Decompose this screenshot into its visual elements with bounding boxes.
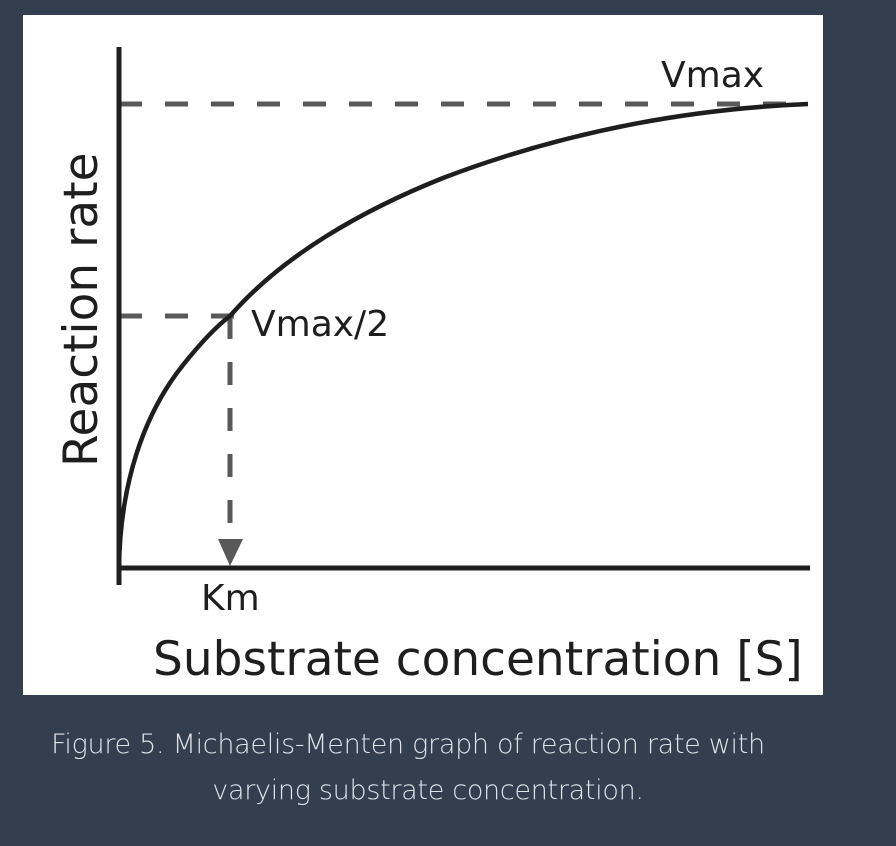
vmax-label: Vmax <box>661 55 764 96</box>
figure-caption: Figure 5. Michaelis-Menten graph of reac… <box>0 722 856 814</box>
caption-line-1: Figure 5. Michaelis-Menten graph of reac… <box>51 729 765 760</box>
x-axis-label: Substrate concentration [S] <box>153 632 803 687</box>
vmax-half-label: Vmax/2 <box>251 304 389 345</box>
y-axis-label: Reaction rate <box>54 152 109 467</box>
rate-curve <box>116 101 809 569</box>
caption-line-2: varying substrate concentration. <box>212 775 644 806</box>
km-arrow-head-icon <box>218 539 243 566</box>
figure-panel: Vmax Vmax/2 Km Substrate concentration [… <box>23 15 823 695</box>
km-label: Km <box>201 578 260 619</box>
michaelis-menten-chart: Vmax Vmax/2 Km Substrate concentration [… <box>54 47 810 687</box>
